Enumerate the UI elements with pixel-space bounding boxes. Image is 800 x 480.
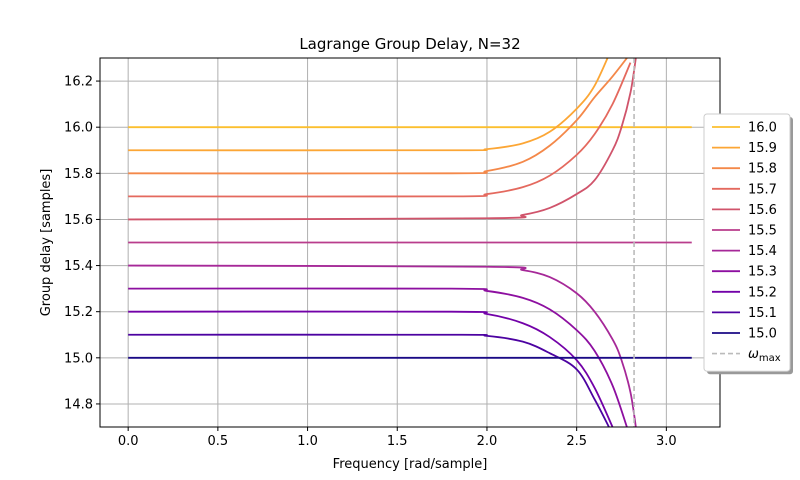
x-tick-label: 2.0 bbox=[477, 434, 498, 449]
series-clip-group bbox=[128, 58, 692, 427]
series-line-15-4 bbox=[128, 264, 637, 427]
series-line-15-9 bbox=[128, 58, 609, 152]
series-line-15-7 bbox=[128, 62, 632, 198]
y-tick-label: 15.6 bbox=[64, 213, 93, 228]
legend-label: 15.3 bbox=[748, 265, 777, 280]
legend-label: 15.8 bbox=[748, 162, 777, 177]
legend-label: 15.2 bbox=[748, 285, 777, 300]
series-line-15-6 bbox=[128, 58, 637, 221]
x-tick-label: 1.5 bbox=[387, 434, 408, 449]
x-tick-label: 3.0 bbox=[656, 434, 677, 449]
omega-subscript: max bbox=[759, 353, 781, 364]
series-line-15-1 bbox=[128, 333, 610, 427]
legend-label: 16.0 bbox=[748, 121, 777, 136]
series-layer bbox=[128, 58, 692, 427]
tick-layer: 0.0 0.5 1.0 1.5 2.0 2.5 3.0 14.8 15.0 15.2 15.4 15.… bbox=[64, 75, 677, 449]
y-tick-label: 16.2 bbox=[64, 75, 93, 90]
x-tick-label: 1.0 bbox=[297, 434, 318, 449]
y-tick-label: 15.0 bbox=[64, 351, 93, 366]
series-line-15-2 bbox=[128, 310, 614, 427]
legend-label: 15.7 bbox=[748, 182, 777, 197]
legend-box bbox=[703, 113, 791, 372]
y-tick-label: 15.4 bbox=[64, 259, 93, 274]
x-tick-label: 0.0 bbox=[118, 434, 139, 449]
y-tick-label: 16.0 bbox=[64, 121, 93, 136]
omega-symbol: ω bbox=[748, 347, 759, 362]
legend-label-omega-max: ωmax bbox=[748, 347, 781, 364]
y-axis-label: Group delay [samples] bbox=[39, 169, 54, 317]
legend-label: 15.4 bbox=[748, 244, 777, 259]
legend-label: 15.9 bbox=[748, 141, 777, 156]
y-tick-label: 15.2 bbox=[64, 305, 93, 320]
legend-label: 15.6 bbox=[748, 203, 777, 218]
legend: 16.0 15.9 15.8 15.7 15.6 15.5 15.4 15.3 15.2 15.1… bbox=[703, 113, 793, 375]
x-axis-label: Frequency [rad/sample] bbox=[333, 457, 488, 472]
legend-label: 15.5 bbox=[748, 224, 777, 239]
series-line-15-8 bbox=[128, 58, 629, 175]
x-tick-label: 0.5 bbox=[208, 434, 229, 449]
series-line-15-3 bbox=[128, 287, 628, 427]
legend-label: 15.1 bbox=[748, 306, 777, 321]
y-tick-label: 14.8 bbox=[64, 397, 93, 412]
chart-title: Lagrange Group Delay, N=32 bbox=[299, 35, 520, 53]
x-tick-label: 2.5 bbox=[566, 434, 587, 449]
legend-label: 15.0 bbox=[748, 327, 777, 342]
y-tick-label: 15.8 bbox=[64, 167, 93, 182]
